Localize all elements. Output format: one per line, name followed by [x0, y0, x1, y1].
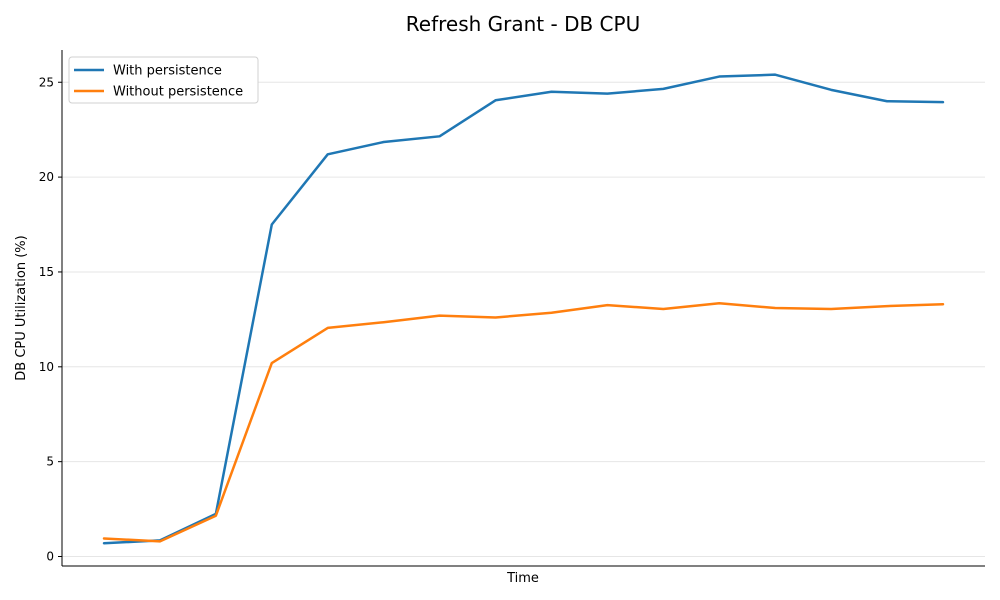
y-tick-label-5: 5 [46, 455, 54, 469]
axes [61, 50, 985, 567]
y-tick-label-15: 15 [39, 265, 54, 279]
chart-title: Refresh Grant - DB CPU [406, 12, 640, 36]
y-tick-label-10: 10 [39, 360, 54, 374]
y-tick-label-25: 25 [39, 75, 54, 89]
gridlines [62, 81, 985, 558]
series-lines [102, 73, 945, 545]
legend: With persistence Without persistence [68, 56, 259, 104]
y-axis-label: DB CPU Utilization (%) [14, 235, 29, 380]
y-tick-label-20: 20 [39, 170, 54, 184]
legend-box [68, 56, 259, 104]
legend-label-1: With persistence [113, 64, 222, 79]
y-tick-label-0: 0 [46, 550, 54, 564]
series-line-2 [102, 302, 945, 543]
legend-label-2: Without persistence [113, 85, 243, 100]
x-axis-label: Time [506, 571, 539, 586]
y-ticks: 0 5 10 15 20 25 [39, 75, 62, 564]
series-line-1 [102, 73, 945, 545]
